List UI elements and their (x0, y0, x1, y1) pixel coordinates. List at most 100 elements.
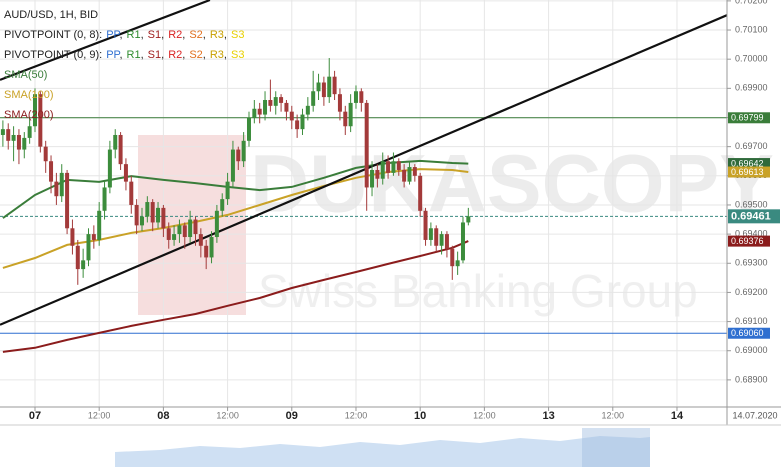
candle-body (273, 97, 278, 106)
candle-body (375, 169, 380, 179)
candle-body (396, 161, 401, 170)
watermark-subtitle: Swiss Banking Group (258, 265, 698, 317)
candle-body (418, 175, 423, 211)
price-tag-label: 0.69461 (731, 211, 771, 223)
pivot-item: PP (106, 29, 120, 41)
candle-body (134, 204, 139, 226)
sma-line (2, 240, 469, 353)
pivot-separator: , (203, 29, 206, 41)
plot-area (0, 0, 727, 353)
y-tick-label: 0.69500 (735, 199, 768, 209)
candle-body (444, 234, 449, 249)
legend-entry: SMA(200) (4, 109, 54, 121)
candle-body (49, 161, 54, 182)
pivot-separator: , (182, 49, 185, 61)
pivot-item: S1 (148, 49, 161, 61)
candle-body (300, 114, 305, 130)
watermark-title: DUKASCOPY (250, 139, 774, 230)
candle-body (16, 134, 21, 150)
pivot-legend: PIVOTPOINT (0, 8): PP, R1, S1, R2, S2, R3, S3 (4, 29, 244, 41)
price-tag (728, 235, 770, 247)
candle-body (252, 108, 257, 118)
y-tick-label: 0.69100 (735, 316, 768, 326)
price-tag-label: 0.69376 (731, 236, 764, 246)
candle-body (391, 161, 396, 173)
navigator-area (115, 436, 650, 467)
candle-body (59, 172, 64, 197)
candle-body (145, 202, 150, 217)
candle-body (209, 237, 214, 258)
candle-body (0, 129, 5, 135)
candle-body (311, 91, 316, 106)
candle-body (166, 228, 171, 240)
candle-body (32, 94, 37, 127)
candle-body (257, 108, 262, 115)
candle-body (65, 172, 70, 229)
candle-body (434, 228, 439, 246)
pivot-item: R3 (210, 29, 224, 41)
y-tick-label: 0.69300 (735, 258, 768, 268)
candle-body (279, 97, 284, 103)
pivot-separator: , (161, 49, 164, 61)
pivot-separator: , (203, 49, 206, 61)
candle-body (460, 222, 465, 261)
y-tick-label: 0.70200 (735, 0, 768, 5)
candle-body (370, 169, 375, 188)
y-tick-label: 0.70000 (735, 54, 768, 64)
pivot-item: S2 (189, 29, 202, 41)
pivot-item: R1 (127, 49, 141, 61)
x-tick-label: 13 (542, 410, 554, 422)
price-tag-label: 0.69799 (731, 113, 764, 123)
candle-body (86, 234, 91, 261)
candle-body (204, 245, 209, 258)
candle-body (466, 216, 471, 223)
navigator (115, 428, 650, 467)
candle-body (107, 149, 112, 188)
candle-body (113, 134, 118, 150)
candle-body (337, 94, 342, 112)
x-tick-label: 12:00 (88, 410, 111, 420)
pivot-separator: , (141, 29, 144, 41)
x-tick-label: 09 (286, 410, 298, 422)
candle-body (220, 199, 225, 211)
candle-body (439, 234, 444, 246)
pivot-separator: , (161, 29, 164, 41)
trend-line (0, 0, 211, 81)
legend-entry: SMA(50) (4, 69, 47, 81)
candle-body (359, 91, 364, 103)
candle-body (343, 111, 348, 127)
candle-body (380, 161, 385, 179)
pivot-item: R2 (168, 49, 182, 61)
date-label: 14.07.2020 (732, 410, 777, 420)
x-tick-label: 12:00 (345, 410, 368, 420)
trend-line (0, 14, 727, 326)
pivot-separator: , (224, 29, 227, 41)
candle-body (236, 149, 241, 162)
candle-body (332, 76, 337, 95)
price-tag-label: 0.69642 (731, 158, 764, 168)
legend-entry: SMA(100) (4, 89, 54, 101)
pivot-label: PIVOTPOINT (0, 9): (4, 49, 102, 61)
y-tick-label: 0.69700 (735, 141, 768, 151)
x-tick-label: 14 (671, 410, 684, 422)
pivot-separator: , (119, 49, 122, 61)
candle-body (289, 111, 294, 121)
candle-body (407, 167, 412, 182)
candle-body (38, 94, 43, 147)
candle-body (455, 260, 460, 267)
candle-body (54, 181, 59, 197)
price-tag (728, 112, 770, 124)
candle-body (241, 140, 246, 162)
candle-body (11, 134, 16, 141)
price-tag (728, 209, 780, 224)
candle-body (188, 219, 193, 238)
candle-body (97, 210, 102, 240)
candle-body (423, 210, 428, 240)
price-tag-label: 0.69613 (731, 167, 764, 177)
candle-body (327, 76, 332, 98)
candle-body (6, 129, 11, 141)
candle-body (118, 134, 123, 165)
candle-body (364, 102, 369, 188)
